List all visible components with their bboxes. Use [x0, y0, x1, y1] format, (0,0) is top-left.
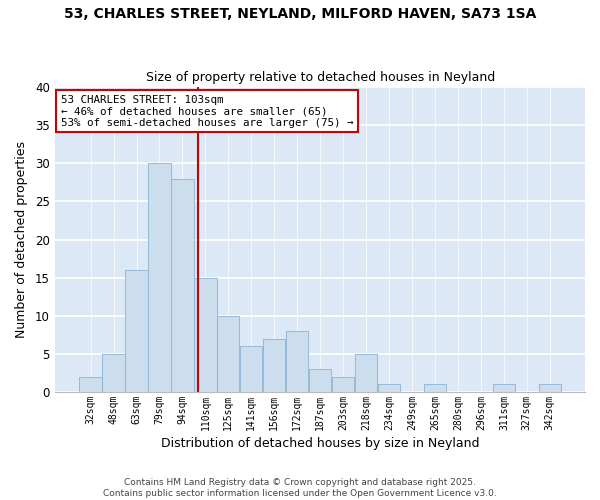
Bar [493, 384, 515, 392]
Bar [309, 369, 331, 392]
Bar [286, 331, 308, 392]
X-axis label: Distribution of detached houses by size in Neyland: Distribution of detached houses by size … [161, 437, 479, 450]
Bar [194, 278, 217, 392]
Bar [332, 377, 354, 392]
Bar [355, 354, 377, 392]
Bar [217, 316, 239, 392]
Bar [539, 384, 561, 392]
Text: 53 CHARLES STREET: 103sqm
← 46% of detached houses are smaller (65)
53% of semi-: 53 CHARLES STREET: 103sqm ← 46% of detac… [61, 94, 353, 128]
Bar [240, 346, 262, 392]
Bar [424, 384, 446, 392]
Bar [263, 338, 286, 392]
Bar [125, 270, 148, 392]
Text: 53, CHARLES STREET, NEYLAND, MILFORD HAVEN, SA73 1SA: 53, CHARLES STREET, NEYLAND, MILFORD HAV… [64, 8, 536, 22]
Bar [378, 384, 400, 392]
Bar [171, 178, 194, 392]
Bar [148, 164, 170, 392]
Title: Size of property relative to detached houses in Neyland: Size of property relative to detached ho… [146, 72, 495, 85]
Text: Contains HM Land Registry data © Crown copyright and database right 2025.
Contai: Contains HM Land Registry data © Crown c… [103, 478, 497, 498]
Bar [79, 377, 102, 392]
Y-axis label: Number of detached properties: Number of detached properties [15, 141, 28, 338]
Bar [103, 354, 125, 392]
